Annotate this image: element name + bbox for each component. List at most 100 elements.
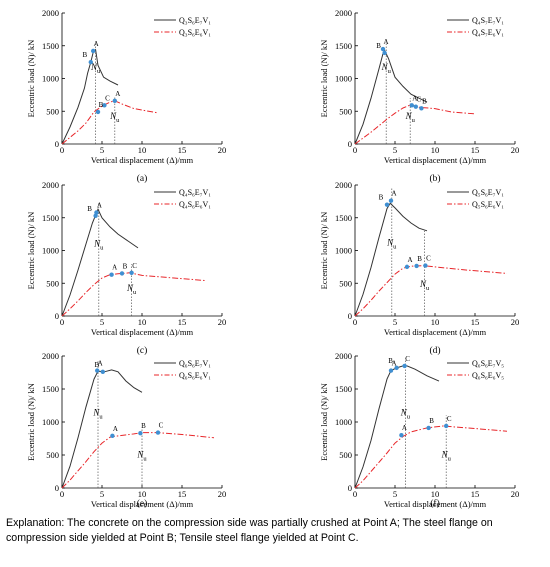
panel-d-x-axis-title: Vertical displacement (Δ)/mm	[384, 327, 487, 337]
panel-b-series-2-line	[354, 104, 476, 145]
panel-d-marker-label-A: A	[407, 256, 412, 264]
panel-a-x-tick-label: 0	[60, 145, 64, 155]
panel-a-marker-A	[112, 98, 118, 103]
panel-d-nu-annotation: Nu	[386, 237, 397, 250]
panel-c-y-tick-label: 1000	[42, 246, 59, 256]
panel-e-x-tick-label: 15	[178, 489, 187, 499]
panel-c-y-axis-title: Eccentric load (N)/ kN	[26, 212, 36, 290]
panel-d-marker-label-A: A	[391, 190, 396, 198]
panel-d-y-tick-label: 500	[339, 278, 352, 288]
panel-e-x-tick-label: 0	[60, 489, 64, 499]
panel-e-x-tick-label: 20	[218, 489, 227, 499]
panel-e-nu-annotation: Nu	[136, 450, 147, 463]
panel-f-y-tick-label: 0	[348, 483, 352, 493]
panel-e-x-axis-title: Vertical displacement (Δ)/mm	[91, 499, 194, 509]
panel-e-y-tick-label: 0	[55, 483, 59, 493]
panel-c-nu-annotation: Nu	[93, 239, 104, 252]
panel-b-y-axis-title: Eccentric load (N)/ kN	[319, 40, 329, 118]
panel-b-marker-label-A: A	[412, 94, 417, 102]
panel-b-marker-label-A: A	[383, 38, 388, 46]
panel-d-x-tick-label: 20	[511, 317, 520, 327]
panel-d-x-tick-label: 15	[471, 317, 480, 327]
panel-e-marker-label-B: B	[141, 422, 146, 430]
panel-f-marker-A	[388, 368, 394, 373]
panel-c-label: (c)	[137, 345, 148, 356]
panel-f-series-1-line	[354, 365, 440, 489]
panel-a-y-axis-title: Eccentric load (N)/ kN	[26, 40, 36, 118]
panel-c-x-tick-label: 5	[100, 317, 104, 327]
panel-a-legend-label-1: Q₃S₆E₇V₁	[179, 16, 211, 25]
panel-e-marker-label-A: A	[98, 360, 103, 368]
panel-e-marker-A	[110, 433, 115, 439]
panel-d-marker-A	[388, 198, 394, 203]
panel-e-x-tick-label: 5	[100, 489, 104, 499]
panel-b-y-tick-label: 500	[339, 106, 352, 116]
panel-a-series-1-line	[61, 48, 119, 145]
panel-c-y-tick-label: 2000	[42, 180, 59, 190]
panel-f-marker-B	[394, 365, 399, 371]
panel-a-x-tick-label: 10	[138, 145, 147, 155]
panel-a-marker-label-B: B	[99, 101, 104, 109]
panel-f-y-tick-label: 1500	[335, 384, 352, 394]
panel-d-marker-label-B: B	[417, 255, 422, 263]
panel-f-marker-label-C: C	[405, 355, 410, 363]
panel-d-y-tick-label: 1000	[335, 246, 352, 256]
panel-a-series-2-line	[61, 100, 159, 145]
panel-c-marker-C	[129, 270, 134, 275]
panel-e-series-2-line	[61, 432, 215, 489]
panel-e-legend-label-1: Q₆S₆E₇V₁	[179, 359, 211, 368]
panel-e-marker-label-A: A	[113, 425, 118, 433]
panel-b-x-tick-label: 5	[393, 145, 397, 155]
panel-f-y-axis-title: Eccentric load (N)/ kN	[319, 383, 329, 461]
panel-d-label: (d)	[429, 345, 440, 356]
panel-c-legend-label-1: Q₄S₆E₇V₁	[179, 188, 211, 197]
panel-d-marker-A	[404, 264, 410, 270]
panel-c-marker-label-B: B	[87, 205, 92, 213]
panel-d-x-tick-label: 0	[353, 317, 357, 327]
panel-c-x-axis-title: Vertical displacement (Δ)/mm	[91, 327, 194, 337]
panel-c-x-tick-label: 20	[218, 317, 227, 327]
panel-b-y-tick-label: 2000	[335, 8, 352, 18]
panel-b-marker-B	[382, 50, 387, 56]
panel-f-marker-C	[444, 423, 449, 429]
panel-c-marker-label-A: A	[97, 202, 102, 210]
panel-a-marker-B	[95, 109, 101, 115]
panel-d-y-axis-title: Eccentric load (N)/ kN	[319, 212, 329, 290]
panel-e-marker-label-C: C	[159, 422, 164, 430]
panel-d-marker-label-C: C	[426, 255, 431, 263]
panel-e-nu-annotation: Nu	[92, 407, 103, 420]
panel-d-marker-C	[423, 263, 428, 268]
panel-f-x-tick-label: 20	[511, 489, 520, 499]
panel-a-y-tick-label: 1500	[42, 41, 59, 51]
panel-f-nu-annotation: Nu	[400, 407, 411, 420]
panel-c-marker-B	[119, 271, 125, 276]
panel-f-y-tick-label: 2000	[335, 351, 352, 361]
panel-e-marker-B	[100, 369, 106, 375]
panel-c-marker-label-A: A	[112, 264, 117, 272]
panel-c-nu-annotation: Nu	[126, 283, 137, 296]
panel-b-nu-annotation: Nu	[381, 62, 392, 75]
panel-a-marker-label-A: A	[94, 40, 99, 48]
panel-c-marker-B	[93, 213, 98, 218]
panel-e-label: (e)	[137, 498, 148, 509]
panel-b-legend-label-1: Q₄S₇E₇V₁	[472, 16, 504, 25]
panel-f-marker-label-A: A	[391, 360, 396, 368]
panel-b-marker-label-C: C	[416, 96, 421, 104]
panel-d-x-tick-label: 5	[393, 317, 397, 327]
panel-b-marker-label-B: B	[376, 42, 381, 50]
panel-f-x-tick-label: 0	[353, 489, 357, 499]
panel-a-y-tick-label: 0	[55, 139, 59, 149]
panel-c-y-tick-label: 1500	[42, 213, 59, 223]
panel-c-marker-label-C: C	[132, 262, 137, 270]
panel-f-marker-label-B: B	[388, 357, 393, 365]
panel-e-series-1-line	[61, 369, 143, 489]
panel-f-label: (f)	[430, 498, 440, 509]
panel-a-nu-annotation: Nu	[109, 111, 120, 124]
panel-d-marker-label-B: B	[379, 194, 384, 202]
panel-c-x-tick-label: 10	[138, 317, 147, 327]
panel-b-marker-A	[380, 46, 386, 52]
panel-d-y-tick-label: 2000	[335, 180, 352, 190]
panel-e-marker-A	[95, 368, 100, 373]
panel-b-x-tick-label: 0	[353, 145, 357, 155]
panel-b-x-tick-label: 20	[511, 145, 520, 155]
